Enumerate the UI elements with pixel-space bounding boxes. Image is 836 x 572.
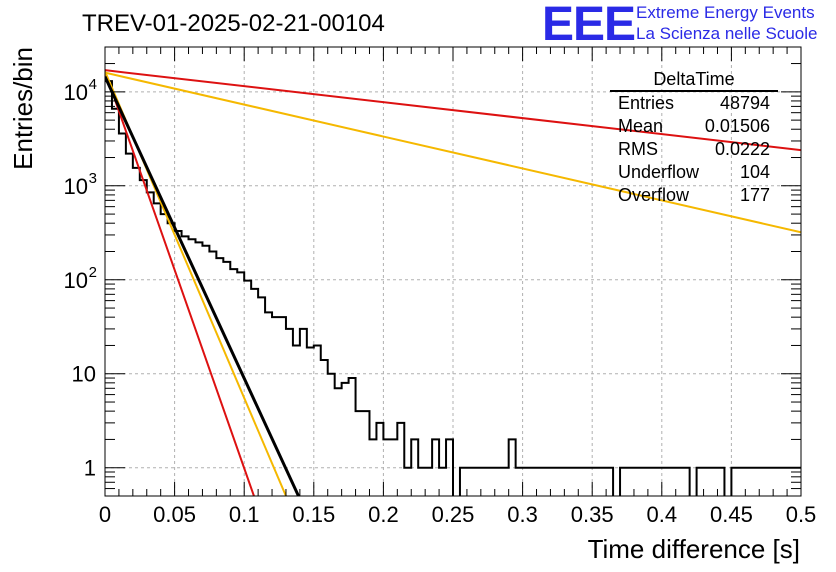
fit-lines xyxy=(105,69,801,496)
stats-label: RMS xyxy=(618,139,658,159)
chart-grid xyxy=(105,47,801,496)
y-tick-exponent: 4 xyxy=(89,76,97,93)
stats-value: 0.0222 xyxy=(714,139,770,159)
logo-line-2: La Scienza nelle Scuole xyxy=(636,24,818,43)
y-tick-exponent: 3 xyxy=(89,170,97,187)
stats-value: 177 xyxy=(739,185,770,205)
stats-label: Underflow xyxy=(618,162,700,182)
y-tick-label: 10 xyxy=(64,174,88,199)
axis-ticks: 0 0.05 0.1 0.15 0.2 0.25 0.3 0.35 0.4 0.45 0.5 1 10 1… xyxy=(64,46,817,527)
stats-label: Entries xyxy=(618,93,675,113)
fit-line xyxy=(105,71,801,234)
stats-label: Mean xyxy=(618,116,664,136)
fit-line xyxy=(105,76,300,496)
x-tick-label: 0.35 xyxy=(571,502,614,527)
stats-row: Mean 0.01506 xyxy=(610,115,778,138)
stats-label: Overflow xyxy=(618,185,690,205)
histogram xyxy=(105,80,801,496)
stats-value: 48794 xyxy=(719,93,770,113)
x-tick-label: 0.2 xyxy=(368,502,399,527)
x-tick-label: 0.05 xyxy=(153,502,196,527)
x-tick-label: 0.45 xyxy=(710,502,753,527)
x-tick-label: 0.1 xyxy=(229,502,260,527)
eee-logo: EEE xyxy=(542,0,636,51)
y-axis-label: Entries/bin xyxy=(8,47,38,170)
stats-row: Overflow 177 xyxy=(610,184,778,207)
stats-name: DeltaTime xyxy=(610,68,778,92)
y-tick-label: 10 xyxy=(64,268,88,293)
x-axis-label: Time difference [s] xyxy=(588,534,800,564)
y-tick-label: 1 xyxy=(84,456,96,481)
y-tick-label: 10 xyxy=(72,362,96,387)
x-tick-label: 0.3 xyxy=(507,502,538,527)
logo-text: Extreme Energy Events La Scienza nelle S… xyxy=(636,2,817,44)
stats-row: Underflow 104 xyxy=(610,161,778,184)
fit-line xyxy=(105,69,801,152)
logo-line-1: Extreme Energy Events xyxy=(636,3,815,22)
x-tick-label: 0 xyxy=(99,502,111,527)
chart-title: TREV-01-2025-02-21-00104 xyxy=(82,10,385,37)
fit-line xyxy=(105,71,255,496)
histogram-steps xyxy=(105,80,801,496)
stats-row: Entries 48794 xyxy=(610,92,778,115)
stats-row: RMS 0.0222 xyxy=(610,138,778,161)
x-tick-label: 0.15 xyxy=(292,502,335,527)
x-tick-label: 0.25 xyxy=(432,502,475,527)
x-tick-label: 0.4 xyxy=(647,502,678,527)
stats-value: 104 xyxy=(739,162,770,182)
y-tick-exponent: 2 xyxy=(89,264,97,281)
y-tick-label: 10 xyxy=(64,80,88,105)
stats-box: DeltaTime Entries 48794 Mean 0.01506 RMS 0.… xyxy=(610,68,778,207)
x-tick-label: 0.5 xyxy=(786,502,817,527)
stats-value: 0.01506 xyxy=(704,116,770,136)
